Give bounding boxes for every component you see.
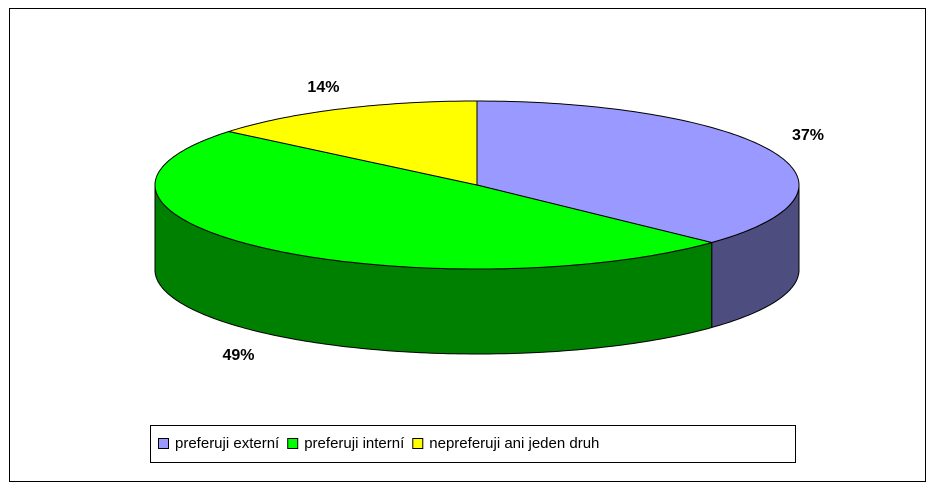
legend-swatch (158, 438, 169, 449)
data-label: 14% (307, 79, 339, 96)
data-label: 37% (792, 127, 824, 144)
pie-slice (154, 130, 714, 270)
data-label: 49% (222, 347, 254, 364)
legend-label: preferuji externí (175, 435, 280, 452)
legend-swatch (412, 438, 424, 449)
legend-label: preferuji interní (304, 435, 405, 452)
pie-slice (476, 100, 800, 244)
pie-slice (227, 100, 478, 186)
legend-swatch (287, 438, 299, 449)
legend-label: nepreferuji ani jeden druh (429, 435, 599, 452)
legend-box (150, 425, 796, 463)
